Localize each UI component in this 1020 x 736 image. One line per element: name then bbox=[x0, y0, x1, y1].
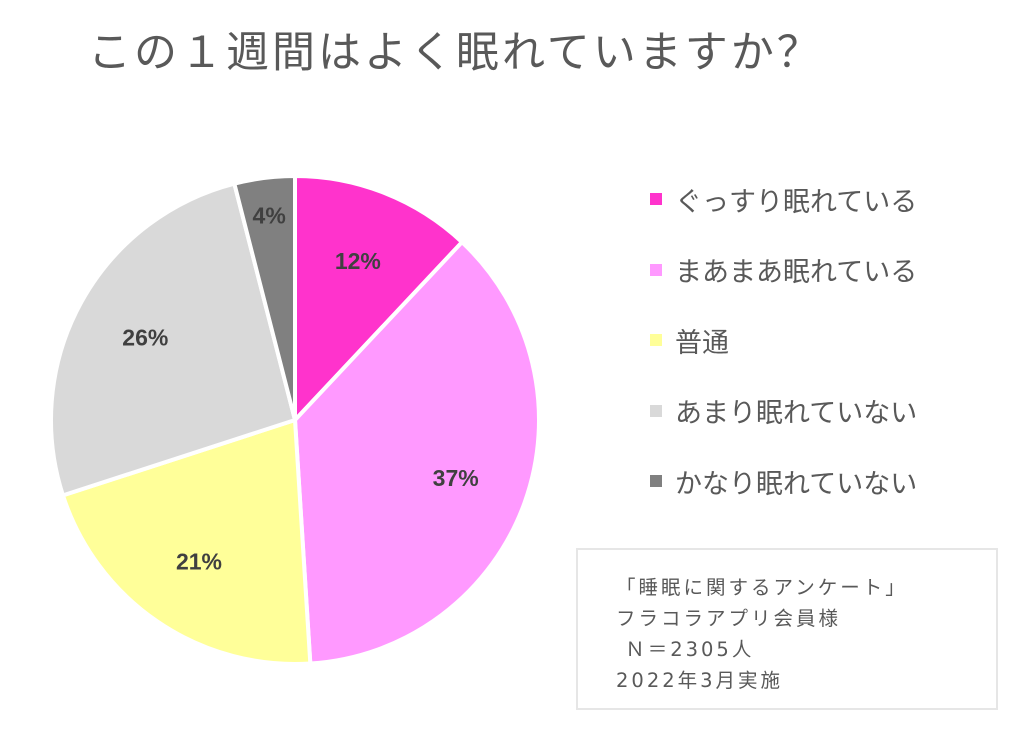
legend-label: かなり眠れていない bbox=[675, 468, 918, 500]
chart-title: この１週間はよく眠れていますか？ bbox=[88, 28, 823, 78]
legend-swatch bbox=[650, 334, 662, 347]
legend-item-average: 普通 bbox=[650, 305, 917, 376]
legend-item-poor: あまり眠れていない bbox=[650, 376, 917, 447]
pie-label-fairly-good: 37% bbox=[433, 465, 479, 491]
legend-swatch bbox=[650, 263, 662, 276]
survey-audience: フラコラアプリ会員様 bbox=[616, 607, 842, 630]
legend-label: あまり眠れていない bbox=[675, 398, 918, 430]
survey-sample-size: Ｎ＝2305人 bbox=[616, 638, 755, 661]
pie-label-very-poor: 4% bbox=[253, 202, 286, 228]
pie-slice-fairly-good bbox=[293, 240, 541, 666]
pie-slice-very-poor bbox=[232, 174, 297, 422]
survey-note-box: 「睡眠に関するアンケート」 フラコラアプリ会員様 Ｎ＝2305人 2022年3月… bbox=[576, 548, 998, 710]
legend: ぐっすり眠れている まあまあ眠れている 普通あまり眠れていない かなり眠れていない bbox=[650, 164, 917, 517]
legend-item-fairly-good: まあまあ眠れている bbox=[650, 235, 917, 306]
survey-name: 「睡眠に関するアンケート」 bbox=[616, 576, 908, 599]
legend-swatch bbox=[650, 475, 662, 488]
legend-item-deep-sleep: ぐっすり眠れている bbox=[650, 164, 917, 235]
pie-slice-average bbox=[60, 418, 313, 666]
survey-date: 2022年3月実施 bbox=[616, 669, 784, 692]
legend-swatch bbox=[650, 193, 662, 206]
legend-label: 普通 bbox=[675, 327, 729, 359]
pie-slice-deep-sleep bbox=[293, 174, 465, 422]
pie-label-poor: 26% bbox=[122, 325, 168, 351]
pie-label-deep-sleep: 12% bbox=[335, 248, 381, 274]
pie-label-average: 21% bbox=[176, 548, 222, 574]
legend-label: まあまあ眠れている bbox=[675, 257, 918, 289]
legend-label: ぐっすり眠れている bbox=[675, 186, 918, 218]
legend-swatch bbox=[650, 404, 662, 417]
legend-item-very-poor: かなり眠れていない bbox=[650, 446, 917, 517]
pie-slice-poor bbox=[49, 181, 297, 498]
